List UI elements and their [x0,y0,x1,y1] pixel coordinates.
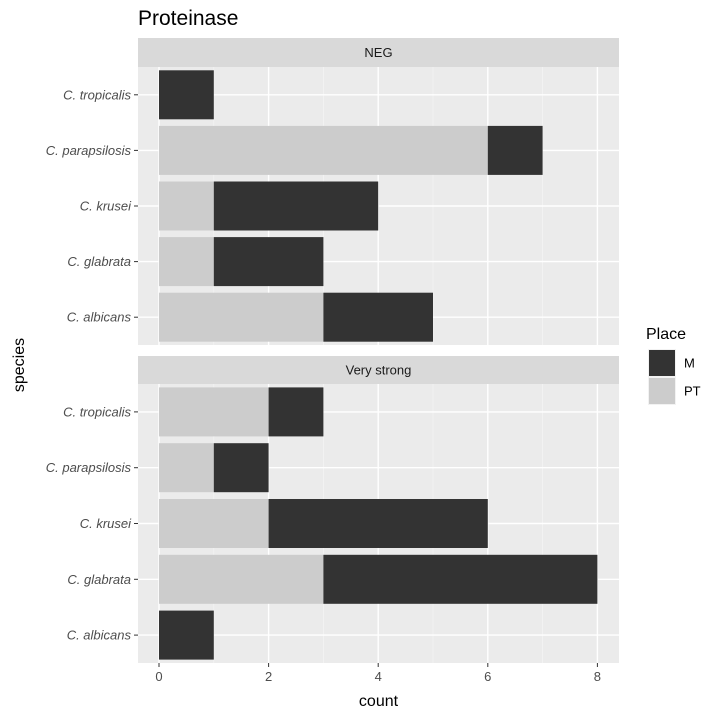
legend-label-pt: PT [684,384,701,399]
bar-pt [159,237,214,287]
x-tick-label: 4 [375,669,382,684]
facet-panel-0: NEG C. tropicalis C. parapsilosis C. krusei… [46,38,619,345]
bar-pt [159,387,269,437]
bar-m [268,499,488,548]
bar-m [159,70,214,120]
y-tick-label: C. albicans [67,628,132,643]
x-tick-label: 2 [265,669,272,684]
facet-panels: NEG C. tropicalis C. parapsilosis C. krusei… [46,38,619,663]
facet-strip-label: Very strong [346,363,412,378]
bar-pt [159,125,488,175]
y-tick-label: C. parapsilosis [46,143,132,158]
x-tick-label: 8 [594,669,601,684]
y-tick-label: C. tropicalis [63,87,131,102]
x-tick-label: 0 [155,669,162,684]
bar-m [323,554,598,604]
facet-strip-label: NEG [364,45,392,60]
legend-key-pt [649,378,675,404]
facet-strip [138,356,619,384]
bar-m [213,443,269,493]
legend-title: Place [646,326,686,343]
y-tick-label: C. krusei [80,199,132,214]
bar-pt [159,181,214,231]
bar-pt [159,443,214,493]
x-axis-title: count [359,693,399,710]
legend-label-m: M [684,356,695,371]
chart-title: Proteinase [138,7,238,30]
y-tick-label: C. parapsilosis [46,460,132,475]
legend-key-m [649,350,675,376]
bar-m [268,387,324,437]
bar-m [487,125,543,175]
bar-pt [159,554,324,604]
facet-strip [138,38,619,67]
y-axis-title: species [11,338,28,392]
y-tick-label: C. albicans [67,310,132,325]
facet-panel-1: Very strong C. tropicalis C. parapsilosis C… [46,356,619,663]
bar-m [159,610,214,660]
x-tick-label: 6 [484,669,491,684]
x-axis: 0 2 4 6 8 [155,663,601,684]
bar-pt [159,499,269,548]
bar-m [213,237,324,287]
y-tick-label: C. krusei [80,516,132,531]
y-tick-label: C. glabrata [67,254,131,269]
y-tick-label: C. glabrata [67,572,131,587]
legend: Place M PT [646,326,701,405]
y-tick-label: C. tropicalis [63,404,131,419]
bar-pt [159,292,324,342]
bar-m [213,181,379,231]
bar-m [323,292,433,342]
